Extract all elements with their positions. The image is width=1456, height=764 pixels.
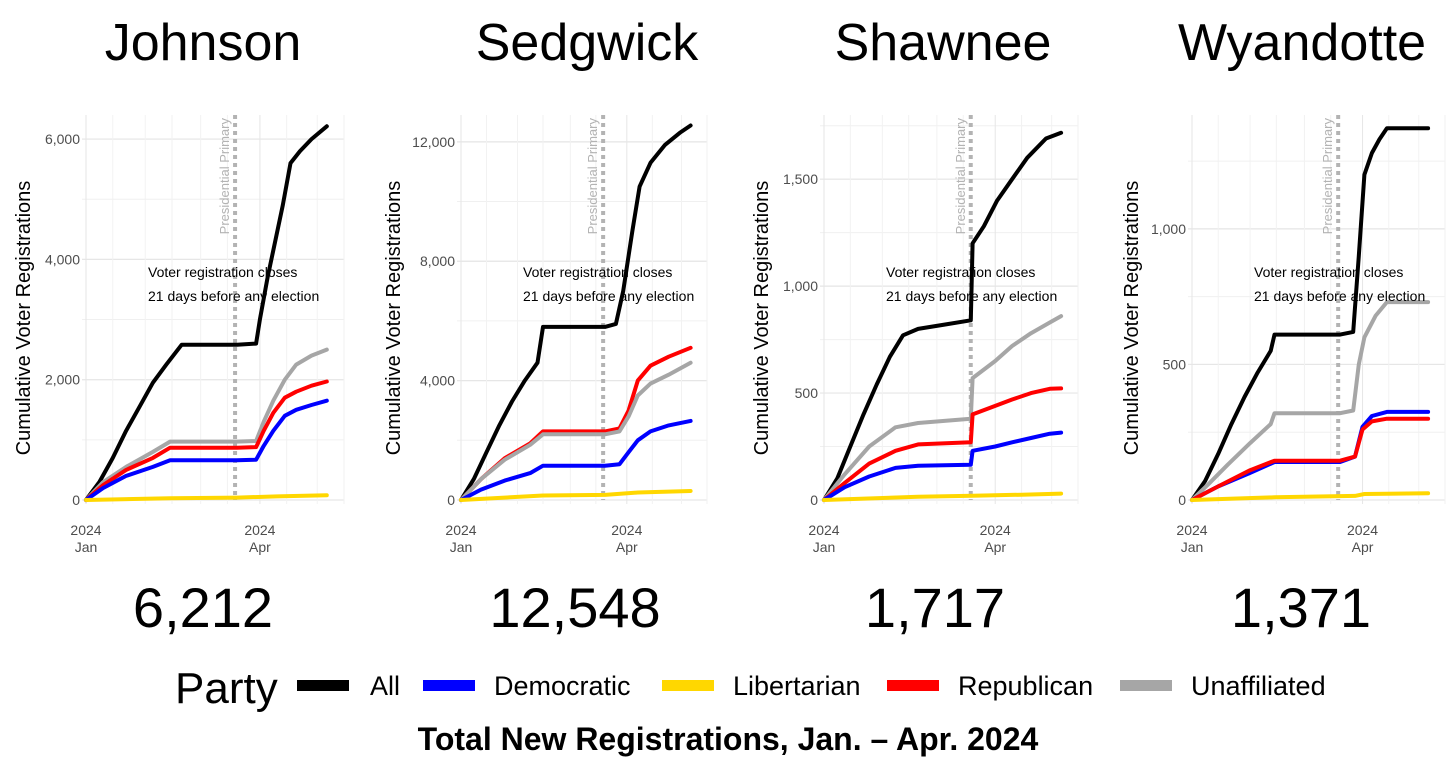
y-tick-label: 0 — [72, 492, 80, 508]
x-tick-label-year: 2024 — [808, 522, 839, 538]
county-title: Johnson — [105, 14, 302, 72]
figure-title: Total New Registrations, Jan. – Apr. 202… — [418, 721, 1039, 757]
x-tick-label-month: Apr — [984, 539, 1006, 555]
panel-shawnee: Shawnee05001,0001,5002024Jan2024AprCumul… — [751, 14, 1079, 639]
x-tick-label-month: Jan — [75, 539, 98, 555]
x-tick-label-year: 2024 — [445, 522, 476, 538]
series-line-libertarian — [822, 491, 1064, 502]
y-tick-label: 500 — [1163, 356, 1187, 372]
y-tick-label: 1,000 — [783, 278, 818, 294]
county-total: 1,371 — [1231, 576, 1371, 639]
y-tick-label: 500 — [795, 385, 819, 401]
series-line-democratic — [822, 430, 1064, 502]
series-line-republican — [822, 386, 1064, 502]
y-tick-label: 8,000 — [420, 253, 455, 269]
y-tick-label: 12,000 — [412, 134, 455, 150]
x-tick-label-year: 2024 — [244, 522, 275, 538]
series-line-democratic — [1190, 409, 1431, 502]
y-tick-label: 0 — [810, 492, 818, 508]
series-line-unaffiliated — [1190, 300, 1431, 502]
annotation-line-1: Voter registration closes — [1254, 264, 1403, 280]
x-tick-label-year: 2024 — [1176, 522, 1207, 538]
y-tick-label: 0 — [447, 492, 455, 508]
x-tick-label-month: Apr — [616, 539, 638, 555]
series-line-republican — [84, 379, 329, 502]
county-title: Shawnee — [835, 14, 1052, 72]
legend-label-libertarian: Libertarian — [733, 671, 861, 701]
y-tick-label: 0 — [1178, 492, 1186, 508]
x-tick-label-year: 2024 — [980, 522, 1011, 538]
legend-label-unaffiliated: Unaffiliated — [1191, 671, 1326, 701]
x-tick-label-month: Jan — [813, 539, 836, 555]
y-axis-label: Cumulative Voter Registrations — [751, 181, 773, 456]
county-total: 6,212 — [133, 576, 273, 639]
y-tick-label: 4,000 — [420, 373, 455, 389]
legend-swatch-all — [297, 680, 349, 691]
annotation-line-2: 21 days before any election — [1254, 288, 1425, 304]
y-tick-label: 1,500 — [783, 171, 818, 187]
panel-johnson: Johnson02,0004,0006,0002024Jan2024AprCum… — [13, 14, 345, 639]
series-line-democratic — [459, 418, 693, 502]
panel-wyandotte: Wyandotte05001,0002024Jan2024AprCumulati… — [1121, 14, 1446, 639]
x-tick-label-month: Apr — [249, 539, 271, 555]
series-line-democratic — [84, 398, 329, 502]
county-total: 12,548 — [489, 576, 660, 639]
legend-swatch-republican — [887, 680, 939, 691]
y-tick-label: 4,000 — [45, 251, 80, 267]
series-line-unaffiliated — [84, 347, 329, 502]
series-line-libertarian — [459, 489, 693, 502]
y-axis-label: Cumulative Voter Registrations — [1121, 181, 1143, 456]
county-title: Sedgwick — [476, 14, 700, 72]
y-tick-label: 2,000 — [45, 372, 80, 388]
series-line-libertarian — [84, 493, 329, 502]
x-tick-label-month: Jan — [450, 539, 473, 555]
legend: Party All Democratic Libertarian Republi… — [175, 664, 1326, 713]
x-tick-label-year: 2024 — [1347, 522, 1378, 538]
y-axis-label: Cumulative Voter Registrations — [13, 181, 35, 456]
annotation-line-2: 21 days before any election — [148, 288, 319, 304]
gridlines — [457, 115, 708, 504]
gridlines — [82, 115, 345, 504]
x-tick-label-year: 2024 — [70, 522, 101, 538]
primary-marker-label: Presidential Primary — [1320, 118, 1335, 235]
annotation-line-1: Voter registration closes — [523, 264, 672, 280]
legend-label-republican: Republican — [958, 671, 1093, 701]
primary-marker-label: Presidential Primary — [585, 118, 600, 235]
series-line-unaffiliated — [459, 360, 693, 502]
gridlines — [1188, 115, 1446, 504]
series-line-all — [84, 124, 329, 502]
x-tick-label-year: 2024 — [611, 522, 642, 538]
series-line-republican — [459, 345, 693, 502]
series-line-libertarian — [1190, 491, 1431, 502]
y-tick-label: 6,000 — [45, 131, 80, 147]
annotation-line-2: 21 days before any election — [523, 288, 694, 304]
series-line-unaffiliated — [822, 314, 1064, 502]
gridlines — [820, 115, 1079, 504]
y-axis-label: Cumulative Voter Registrations — [383, 181, 405, 456]
annotation-line-1: Voter registration closes — [886, 264, 1035, 280]
county-panels: Johnson02,0004,0006,0002024Jan2024AprCum… — [13, 14, 1446, 639]
annotation-line-2: 21 days before any election — [886, 288, 1057, 304]
legend-swatch-democratic — [423, 680, 475, 691]
legend-swatch-unaffiliated — [1120, 680, 1172, 691]
y-tick-label: 1,000 — [1151, 221, 1186, 237]
county-title: Wyandotte — [1178, 14, 1426, 72]
x-tick-label-month: Apr — [1352, 539, 1374, 555]
county-total: 1,717 — [865, 576, 1005, 639]
annotation-line-1: Voter registration closes — [148, 264, 297, 280]
primary-marker-label: Presidential Primary — [217, 118, 232, 235]
legend-label-all: All — [370, 671, 400, 701]
series-line-all — [1190, 126, 1431, 502]
legend-swatch-libertarian — [662, 680, 714, 691]
panel-sedgwick: Sedgwick04,0008,00012,0002024Jan2024AprC… — [383, 14, 708, 639]
series-line-all — [459, 123, 693, 502]
legend-label-democratic: Democratic — [494, 671, 631, 701]
legend-title: Party — [175, 664, 278, 713]
series-line-republican — [1190, 416, 1431, 502]
primary-marker-label: Presidential Primary — [953, 118, 968, 235]
series-line-all — [822, 130, 1064, 502]
x-tick-label-month: Jan — [1181, 539, 1204, 555]
